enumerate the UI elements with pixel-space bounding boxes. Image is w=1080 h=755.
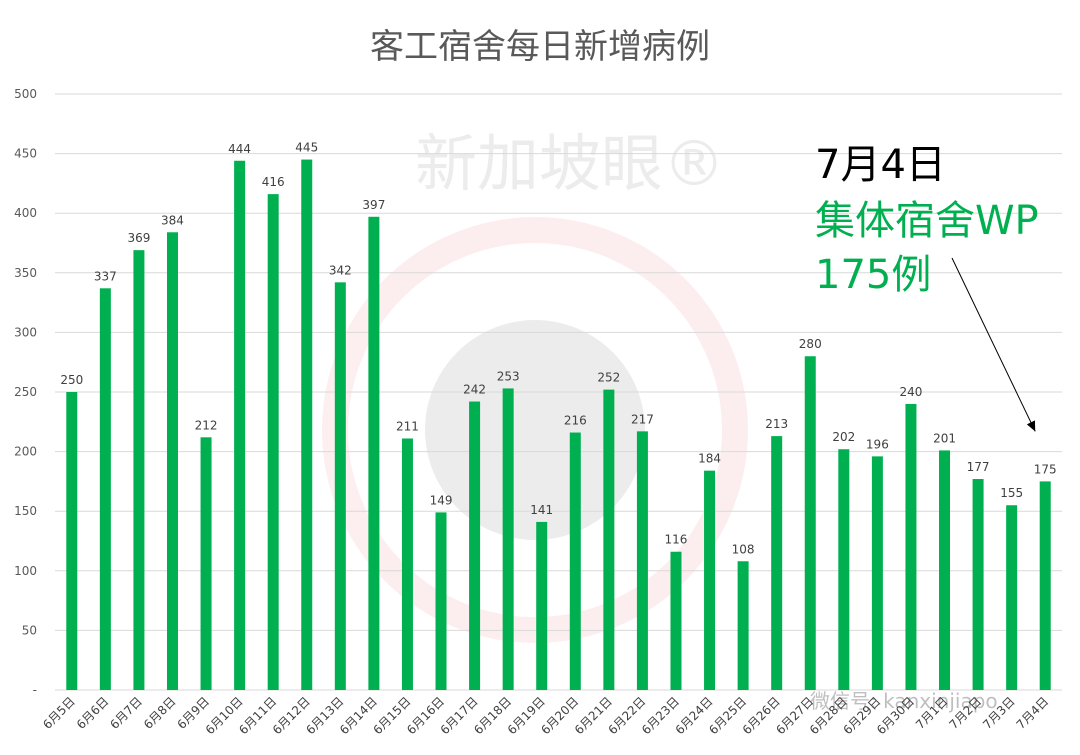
data-label: 141 [530,503,553,517]
data-label: 242 [463,383,486,397]
bar [234,160,246,690]
bar [939,450,951,690]
data-label: 337 [94,269,117,283]
y-tick-label: 350 [14,266,37,280]
bar [66,392,78,690]
data-label: 108 [732,542,755,556]
bar [166,232,178,690]
bar [771,436,783,690]
y-tick-label: 200 [14,445,37,459]
y-tick-label: 450 [14,147,37,161]
y-tick-label: 400 [14,206,37,220]
bar [435,512,447,690]
data-label: 116 [665,533,688,547]
bar [99,288,111,690]
data-label: 445 [295,141,318,155]
data-label: 213 [765,417,788,431]
data-label: 211 [396,419,419,433]
bar [804,356,816,690]
y-tick-label: - [33,683,37,697]
data-label: 177 [967,460,990,474]
x-axis: 6月5日6月6日6月7日6月8日6月9日6月10日6月11日6月12日6月13日… [40,694,1051,737]
data-label: 155 [1000,486,1023,500]
annotation-arrow [951,257,1036,432]
data-label: 444 [228,142,251,156]
data-label: 149 [430,493,453,507]
bar [871,456,883,690]
data-label: 216 [564,414,587,428]
x-tick-label: 6月7日 [107,694,145,732]
data-label: 342 [329,263,352,277]
bar [536,521,548,690]
bar [133,250,145,691]
data-label: 250 [60,373,83,387]
bar [704,470,716,690]
bar [670,551,682,690]
bar [737,561,749,690]
bar [368,216,380,690]
annotation-line1: 集体宿舍WP [815,198,1039,244]
wechat-watermark: 微信号: kanxinjiapo [810,689,998,713]
bar [401,438,413,690]
x-tick-label: 6月8日 [141,694,179,732]
data-labels: 250 337 369 384 212 444 416 445 342 397 211 149 242 2… [60,141,1056,557]
annotation-arrowhead [1026,420,1036,432]
bar [905,403,917,690]
annotation-line2: 175例 [815,252,931,298]
data-label: 196 [866,437,889,451]
x-tick-label: 6月6日 [74,694,112,732]
bar [603,389,615,690]
data-label: 217 [631,412,654,426]
annotation: 7月4日 集体宿舍WP 175例 [815,142,1039,432]
y-tick-label: 50 [22,623,37,637]
bar [569,432,581,690]
bar [301,159,313,690]
data-label: 369 [127,231,150,245]
bar [267,194,279,691]
bar [502,388,514,690]
y-tick-label: 150 [14,504,37,518]
bar [838,449,850,690]
annotation-date: 7月4日 [815,142,946,188]
y-tick-label: 300 [14,325,37,339]
y-tick-label: 250 [14,385,37,399]
data-label: 384 [161,213,184,227]
bar [1039,481,1051,690]
data-label: 252 [597,371,620,385]
y-tick-label: 500 [14,87,37,101]
bar [469,401,481,690]
x-tick-label: 6月5日 [40,694,78,732]
data-label: 280 [799,337,822,351]
data-label: 397 [362,198,385,212]
bar [636,431,648,690]
bar [1006,505,1018,690]
bar [972,479,984,690]
y-axis: - 50 100 150 200 250 300 350 400 450 500 [14,87,37,697]
data-label: 212 [195,418,218,432]
bar [200,437,212,690]
data-label: 253 [497,369,520,383]
chart-title: 客工宿舍每日新增病例 [370,27,710,67]
x-tick-label: 7月4日 [1014,694,1052,732]
data-label: 202 [832,430,855,444]
data-label: 184 [698,452,721,466]
data-label: 416 [262,175,285,189]
gridlines [55,93,1062,691]
watermark-text: 新加坡眼® [415,127,725,200]
data-label: 175 [1034,462,1057,476]
data-label: 201 [933,431,956,445]
bars [66,159,1051,691]
wechat-id: 微信号: kanxinjiapo [810,689,998,713]
data-label: 240 [899,385,922,399]
y-tick-label: 100 [14,564,37,578]
bar [334,282,346,690]
